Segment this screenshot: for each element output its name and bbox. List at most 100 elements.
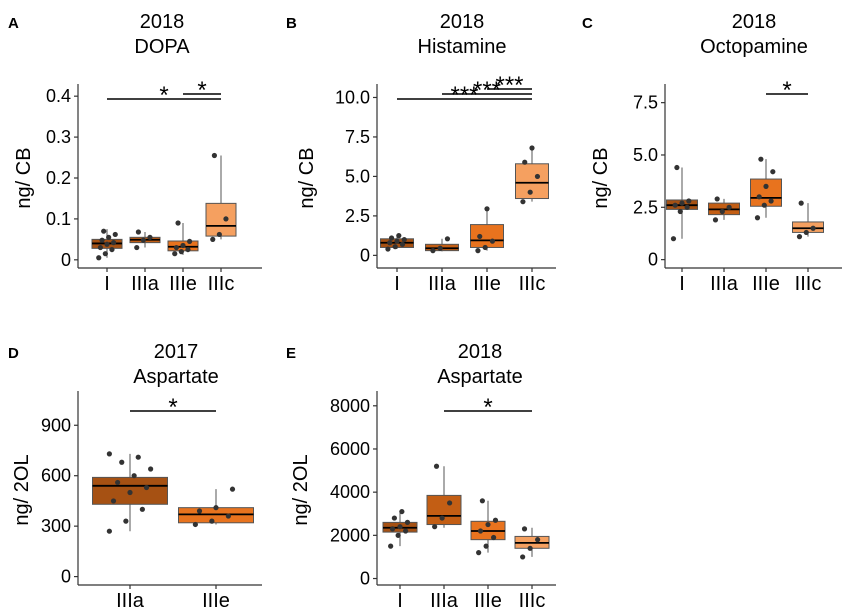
data-point <box>810 225 816 231</box>
data-point <box>399 241 406 247</box>
data-point <box>521 526 528 532</box>
data-point <box>447 500 453 506</box>
data-point <box>479 498 485 504</box>
data-point <box>534 173 541 180</box>
data-point <box>761 202 767 208</box>
data-point <box>147 234 153 240</box>
box-IIIe <box>470 206 504 254</box>
data-point <box>529 145 535 151</box>
x-tick-label: IIIa <box>710 273 739 295</box>
data-point <box>396 233 402 239</box>
y-tick-label: 5.0 <box>345 166 370 186</box>
y-tick-label: 0 <box>360 245 370 265</box>
panel-label: C <box>582 15 593 32</box>
panel-B: B 2018 Histamine ng/ CB 0 2.5 5.0 7.5 10.0 I IIIa I… <box>286 11 556 295</box>
y-tick-label: 900 <box>41 415 71 435</box>
data-point <box>430 248 436 254</box>
data-point <box>477 528 484 534</box>
box-IIIc <box>205 152 237 242</box>
data-point <box>140 237 146 243</box>
data-point <box>106 528 112 534</box>
x-tick-label: I <box>679 273 685 295</box>
data-point <box>223 216 229 222</box>
significance-label: *** <box>473 77 501 104</box>
y-axis-label: ng/ 2OL <box>290 454 312 525</box>
panel-title-line1: 2018 <box>140 11 185 33</box>
box-IIIe <box>750 156 782 221</box>
panel-title-line1: 2018 <box>732 11 777 33</box>
panel-title-line2: DOPA <box>134 36 190 58</box>
box-IIIa <box>708 196 740 223</box>
y-axis-label: ng/ CB <box>296 147 318 208</box>
significance-label: *** <box>450 82 478 109</box>
data-point <box>173 244 179 251</box>
box-IIIc <box>515 145 549 205</box>
data-point <box>489 238 496 244</box>
x-tick-label: IIIa <box>430 590 459 612</box>
x-tick-label: IIIc <box>519 273 546 295</box>
x-tick-label: I <box>394 273 400 295</box>
y-axis-label: ng/ CB <box>13 147 35 208</box>
data-point <box>187 238 193 245</box>
data-point <box>143 484 150 491</box>
data-point <box>395 532 401 538</box>
y-tick-label: 2.5 <box>345 206 370 226</box>
y-tick-label: 2000 <box>330 525 370 545</box>
box-IIIa <box>92 451 168 534</box>
data-point <box>388 235 395 241</box>
y-tick-label: 6000 <box>330 439 370 459</box>
y-tick-label: 0.3 <box>46 127 71 147</box>
y-tick-label: 10.0 <box>335 87 370 107</box>
x-tick-label: I <box>104 273 110 295</box>
panel-label: E <box>286 345 296 362</box>
data-point <box>404 519 411 525</box>
box-iqr <box>750 178 782 207</box>
box-I <box>91 228 123 261</box>
data-point <box>803 229 809 236</box>
y-tick-label: 0.2 <box>46 168 71 188</box>
data-point <box>185 246 191 253</box>
x-tick-label: IIIa <box>131 273 160 295</box>
box-iqr <box>426 494 462 526</box>
y-tick-label: 0 <box>61 567 71 587</box>
data-point <box>123 518 129 524</box>
data-point <box>131 473 137 479</box>
data-point <box>522 159 528 165</box>
x-tick-label: IIIe <box>752 273 780 295</box>
box-I <box>382 508 418 549</box>
x-tick-label: IIIe <box>169 273 197 295</box>
data-point <box>101 228 107 234</box>
data-point <box>106 234 112 240</box>
panel-label: B <box>286 15 297 32</box>
data-point <box>178 249 184 255</box>
data-point <box>97 244 103 251</box>
data-point <box>148 466 154 472</box>
data-point <box>127 489 133 496</box>
data-point <box>119 459 125 465</box>
data-point <box>397 524 403 530</box>
panel-label: D <box>8 345 19 362</box>
data-point <box>99 237 105 243</box>
x-tick-label: IIIe <box>474 590 502 612</box>
significance-label: * <box>168 394 177 421</box>
data-point <box>385 246 391 252</box>
data-point <box>444 236 451 242</box>
data-point <box>192 521 198 528</box>
data-point <box>492 517 499 523</box>
data-point <box>139 506 145 512</box>
y-tick-label: 8000 <box>330 396 370 416</box>
data-point <box>175 220 181 226</box>
x-tick-label: IIIe <box>473 273 501 295</box>
data-point <box>485 521 491 528</box>
data-point <box>796 234 803 240</box>
data-point <box>756 194 762 200</box>
data-point <box>712 217 719 223</box>
box-IIIc <box>792 200 824 240</box>
y-tick-label: 2.5 <box>633 197 658 217</box>
data-point <box>482 244 488 251</box>
data-point <box>714 196 720 202</box>
data-point <box>104 241 110 247</box>
data-point <box>102 251 108 257</box>
data-point <box>672 202 678 208</box>
